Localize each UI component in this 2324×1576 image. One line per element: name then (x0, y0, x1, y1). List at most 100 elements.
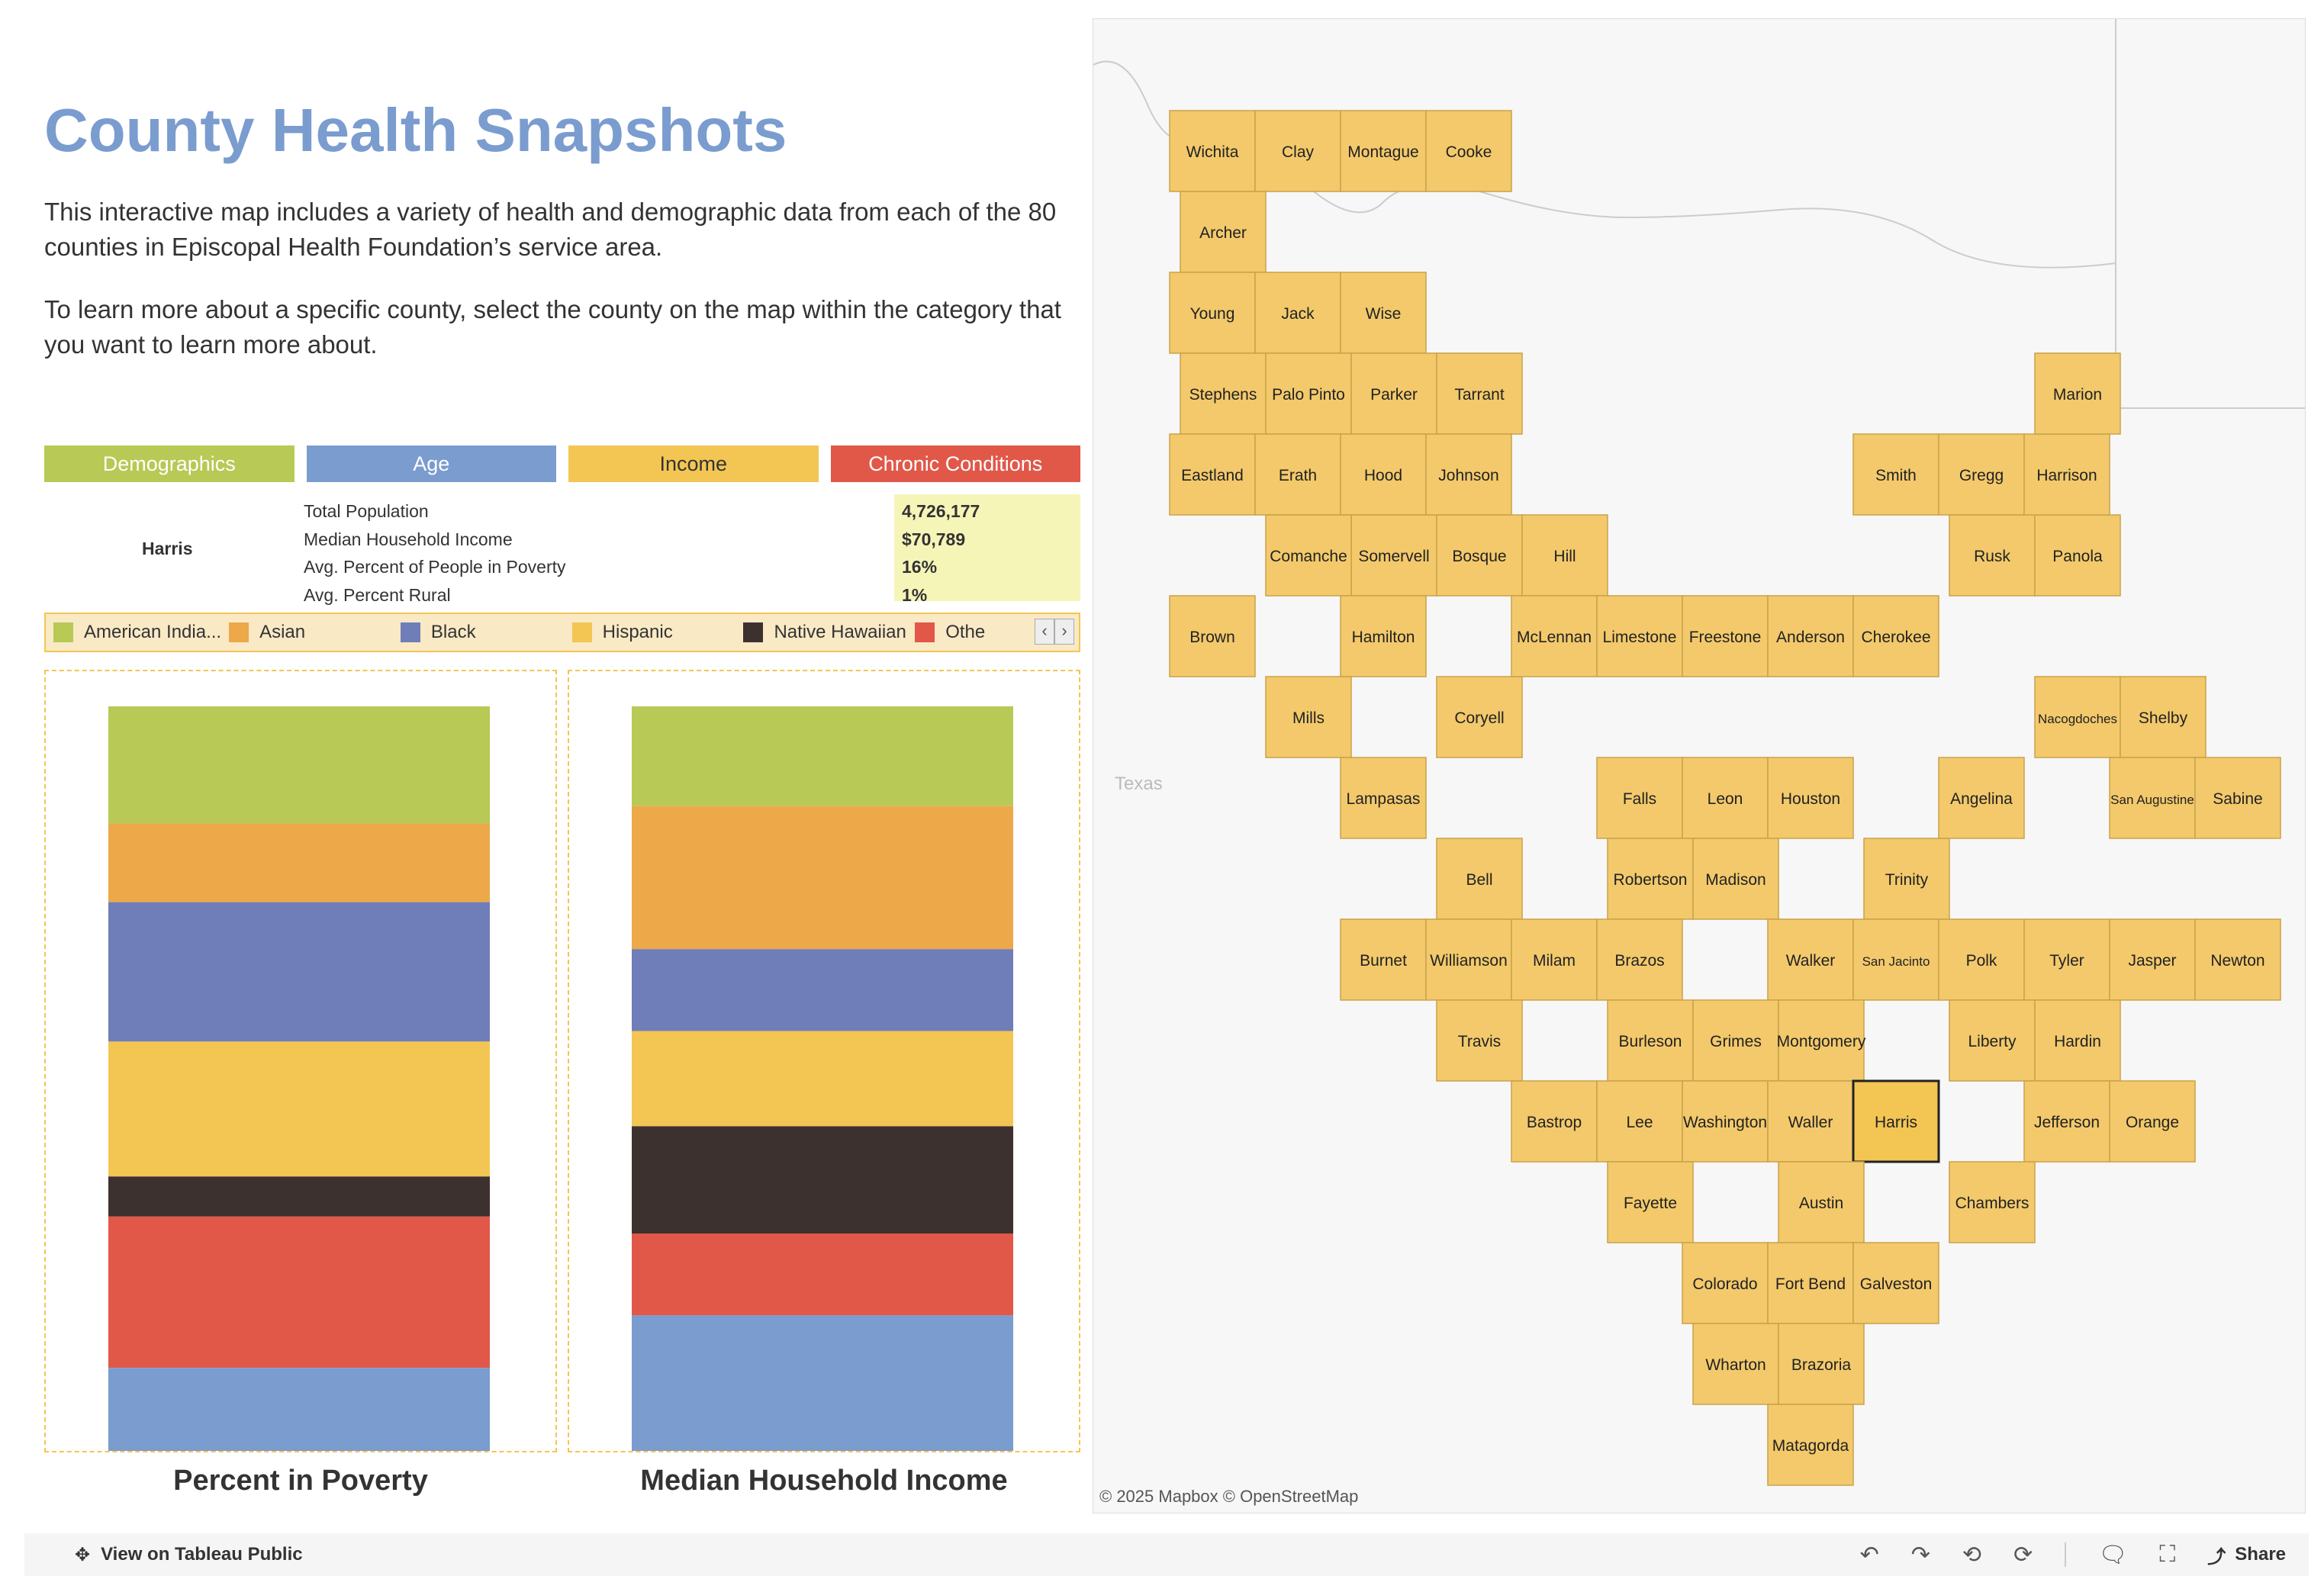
county-bell[interactable]: Bell (1436, 838, 1523, 920)
undo-icon[interactable]: ↶ (1859, 1542, 1879, 1568)
tab-age[interactable]: Age (306, 445, 556, 482)
county-colorado[interactable]: Colorado (1682, 1242, 1769, 1324)
county-tarrant[interactable]: Tarrant (1436, 352, 1523, 435)
county-burleson[interactable]: Burleson (1607, 999, 1694, 1082)
redo-icon[interactable]: ↷ (1910, 1542, 1930, 1568)
county-shape[interactable] (2194, 757, 2281, 839)
tab-demographics[interactable]: Demographics (44, 445, 295, 482)
county-shape[interactable] (1436, 352, 1523, 435)
county-polk[interactable]: Polk (1938, 918, 2025, 1001)
bar-segment-white[interactable] (108, 1368, 490, 1451)
county-shape[interactable] (2194, 918, 2281, 1001)
county-chambers[interactable]: Chambers (1949, 1161, 2036, 1243)
chevron-left-icon[interactable]: ‹ (1035, 619, 1054, 645)
county-shape[interactable] (1767, 1080, 1854, 1163)
county-madison[interactable]: Madison (1692, 838, 1779, 920)
bar-segment-asian[interactable] (632, 806, 1013, 950)
tab-income[interactable]: Income (568, 445, 819, 482)
county-wichita[interactable]: Wichita (1169, 110, 1256, 192)
county-eastland[interactable]: Eastland (1169, 433, 1256, 516)
county-shape[interactable] (1596, 757, 1683, 839)
bar-segment-other[interactable] (632, 1233, 1013, 1316)
bar-segment-hispanic[interactable] (108, 1041, 490, 1177)
county-shape[interactable] (1863, 838, 1950, 920)
county-brown[interactable]: Brown (1169, 595, 1256, 677)
county-bosque[interactable]: Bosque (1436, 514, 1523, 597)
county-shape[interactable] (1169, 595, 1256, 677)
county-freestone[interactable]: Freestone (1682, 595, 1769, 677)
county-houston[interactable]: Houston (1767, 757, 1854, 839)
county-shelby[interactable]: Shelby (2120, 676, 2207, 758)
county-johnson[interactable]: Johnson (1425, 433, 1512, 516)
county-milam[interactable]: Milam (1511, 918, 1598, 1001)
county-washington[interactable]: Washington (1682, 1080, 1769, 1163)
county-shape[interactable] (1265, 514, 1352, 597)
county-mills[interactable]: Mills (1265, 676, 1352, 758)
county-brazoria[interactable]: Brazoria (1778, 1323, 1865, 1405)
county-somervell[interactable]: Somervell (1350, 514, 1437, 597)
county-jefferson[interactable]: Jefferson (2023, 1080, 2110, 1163)
county-fayette[interactable]: Fayette (1607, 1161, 1694, 1243)
tab-chronic-conditions[interactable]: Chronic Conditions (830, 445, 1080, 482)
county-erath[interactable]: Erath (1254, 433, 1341, 516)
county-san-jacinto[interactable]: San Jacinto (1852, 918, 1939, 1001)
county-matagorda[interactable]: Matagorda (1767, 1404, 1854, 1486)
county-shape[interactable] (1682, 1242, 1769, 1324)
county-cherokee[interactable]: Cherokee (1852, 595, 1939, 677)
county-shape[interactable] (1938, 757, 2025, 839)
county-rusk[interactable]: Rusk (1949, 514, 2036, 597)
county-cooke[interactable]: Cooke (1425, 110, 1512, 192)
county-montgomery[interactable]: Montgomery (1777, 999, 1866, 1082)
county-shape[interactable] (2023, 1080, 2110, 1163)
share-button[interactable]: ⤴ Share (2207, 1542, 2286, 1568)
county-harris[interactable]: Harris (1852, 1079, 1940, 1163)
county-falls[interactable]: Falls (1596, 757, 1683, 839)
county-shape[interactable] (1949, 514, 2036, 597)
county-shape[interactable] (1254, 272, 1341, 354)
county-waller[interactable]: Waller (1767, 1080, 1854, 1163)
view-on-tableau-link[interactable]: ✥ View on Tableau Public (75, 1544, 303, 1566)
county-limestone[interactable]: Limestone (1596, 595, 1683, 677)
county-lampasas[interactable]: Lampasas (1340, 757, 1427, 839)
county-shape[interactable] (1607, 1161, 1694, 1243)
county-bastrop[interactable]: Bastrop (1511, 1080, 1598, 1163)
legend-item[interactable]: American India... (46, 622, 221, 643)
county-map-svg[interactable]: Wichita Clay Montague Cooke Archer Young Jack W… (1093, 19, 2306, 1513)
county-gregg[interactable]: Gregg (1938, 433, 2025, 516)
fullscreen-icon[interactable]: ⛶ (2159, 1542, 2176, 1567)
county-austin[interactable]: Austin (1778, 1161, 1865, 1243)
county-shape[interactable] (1949, 1161, 2036, 1243)
county-shape[interactable] (1682, 595, 1769, 677)
county-clay[interactable]: Clay (1254, 110, 1341, 192)
county-shape[interactable] (1169, 272, 1256, 354)
county-shape[interactable] (1340, 433, 1427, 516)
county-comanche[interactable]: Comanche (1265, 514, 1352, 597)
county-robertson[interactable]: Robertson (1607, 838, 1694, 920)
county-shape[interactable] (1682, 1080, 1769, 1163)
county-shape[interactable] (1767, 757, 1854, 839)
bar-segment-asian[interactable] (108, 823, 490, 902)
county-shape[interactable] (1265, 676, 1352, 758)
county-shape[interactable] (1169, 433, 1256, 516)
county-shape[interactable] (1607, 838, 1694, 920)
county-burnet[interactable]: Burnet (1340, 918, 1427, 1001)
county-galveston[interactable]: Galveston (1852, 1242, 1939, 1324)
county-shape[interactable] (1852, 1242, 1939, 1324)
county-shape[interactable] (1350, 352, 1437, 435)
county-liberty[interactable]: Liberty (1949, 999, 2036, 1082)
county-shape[interactable] (1852, 1079, 1940, 1163)
county-shape[interactable] (1778, 1161, 1865, 1243)
county-shape[interactable] (1350, 514, 1437, 597)
county-sabine[interactable]: Sabine (2194, 757, 2281, 839)
county-shape[interactable] (1852, 918, 1939, 1001)
county-shape[interactable] (1852, 595, 1939, 677)
county-shape[interactable] (2109, 918, 2196, 1001)
county-jack[interactable]: Jack (1254, 272, 1341, 354)
county-shape[interactable] (1778, 1323, 1865, 1405)
bar-segment-native-hawaiian[interactable] (632, 1126, 1013, 1234)
county-orange[interactable]: Orange (2109, 1080, 2196, 1163)
county-hill[interactable]: Hill (1521, 514, 1608, 597)
county-shape[interactable] (1340, 757, 1427, 839)
county-shape[interactable] (1436, 514, 1523, 597)
county-shape[interactable] (1511, 918, 1598, 1001)
